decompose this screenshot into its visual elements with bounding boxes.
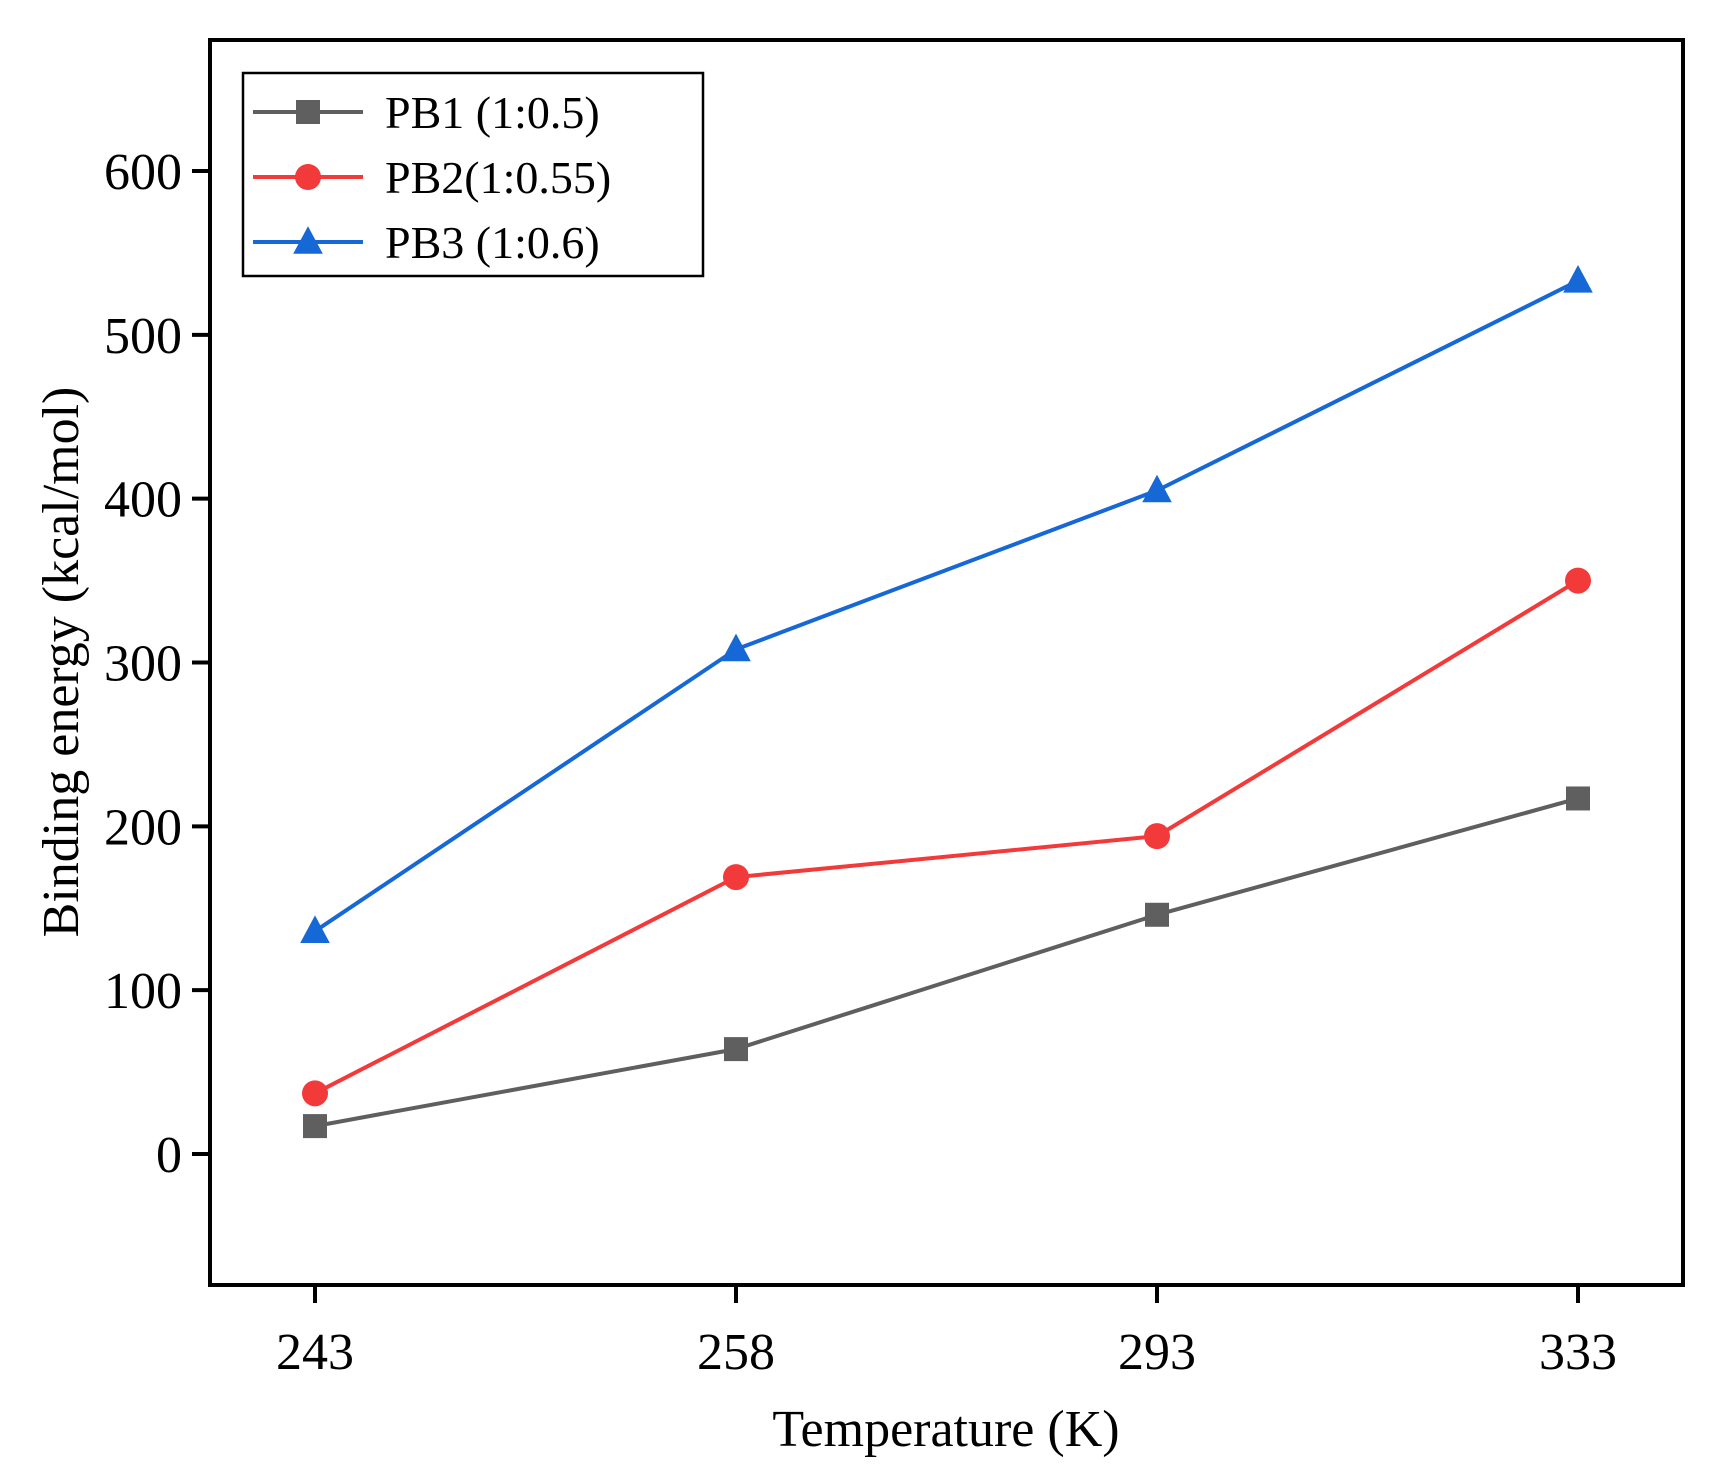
y-axis-title: Binding energy (kcal/mol)	[33, 387, 90, 938]
axes-ticks: 0 100 200 300 400 500 600 243 258 293 333	[104, 144, 1617, 1381]
series-line	[313, 279, 1579, 933]
x-tick-label: 293	[1118, 1324, 1196, 1381]
y-tick-label: 100	[104, 963, 182, 1020]
legend-marker	[295, 164, 321, 190]
series-line	[314, 796, 1579, 1129]
y-tick-label: 200	[104, 799, 182, 856]
data-point	[723, 864, 749, 891]
x-axis-title: Temperature (K)	[772, 1401, 1119, 1458]
legend-marker	[293, 226, 323, 254]
data-point	[1566, 786, 1590, 811]
series-layer	[300, 265, 1593, 1139]
x-tick-label: 243	[276, 1324, 354, 1381]
x-tick-label: 258	[697, 1324, 775, 1381]
data-point	[1563, 265, 1593, 293]
y-tick-label: 500	[104, 308, 182, 365]
data-point	[1144, 823, 1170, 850]
y-tick-label: 600	[104, 144, 182, 201]
legend-marker	[296, 100, 320, 124]
data-point	[302, 1080, 328, 1107]
legend-label: PB1 (1:0.5)	[385, 87, 600, 138]
data-point	[303, 1114, 327, 1139]
data-point	[1145, 902, 1169, 927]
y-tick-label: 400	[104, 472, 182, 529]
series-1	[303, 786, 1590, 1139]
legend-entry: PB2(1:0.55)	[253, 152, 611, 203]
legend-entry: PB3 (1:0.6)	[253, 217, 600, 268]
series-3	[300, 265, 1593, 943]
legend-label: PB2(1:0.55)	[385, 152, 611, 203]
data-point	[724, 1037, 748, 1062]
data-point	[721, 633, 751, 662]
data-point	[1142, 474, 1172, 503]
legend: PB1 (1:0.5) PB2(1:0.55) PB3 (1:0.6)	[241, 71, 705, 278]
series-2	[302, 567, 1591, 1107]
y-tick-label: 300	[104, 636, 182, 693]
x-tick-label: 333	[1539, 1324, 1617, 1381]
legend-entry: PB1 (1:0.5)	[253, 87, 600, 138]
data-point	[300, 915, 330, 943]
y-tick-label: 0	[156, 1127, 182, 1184]
legend-entries: PB1 (1:0.5) PB2(1:0.55) PB3 (1:0.6)	[253, 87, 611, 268]
legend-label: PB3 (1:0.6)	[385, 217, 600, 268]
data-point	[1565, 567, 1591, 594]
series-line	[314, 578, 1580, 1096]
